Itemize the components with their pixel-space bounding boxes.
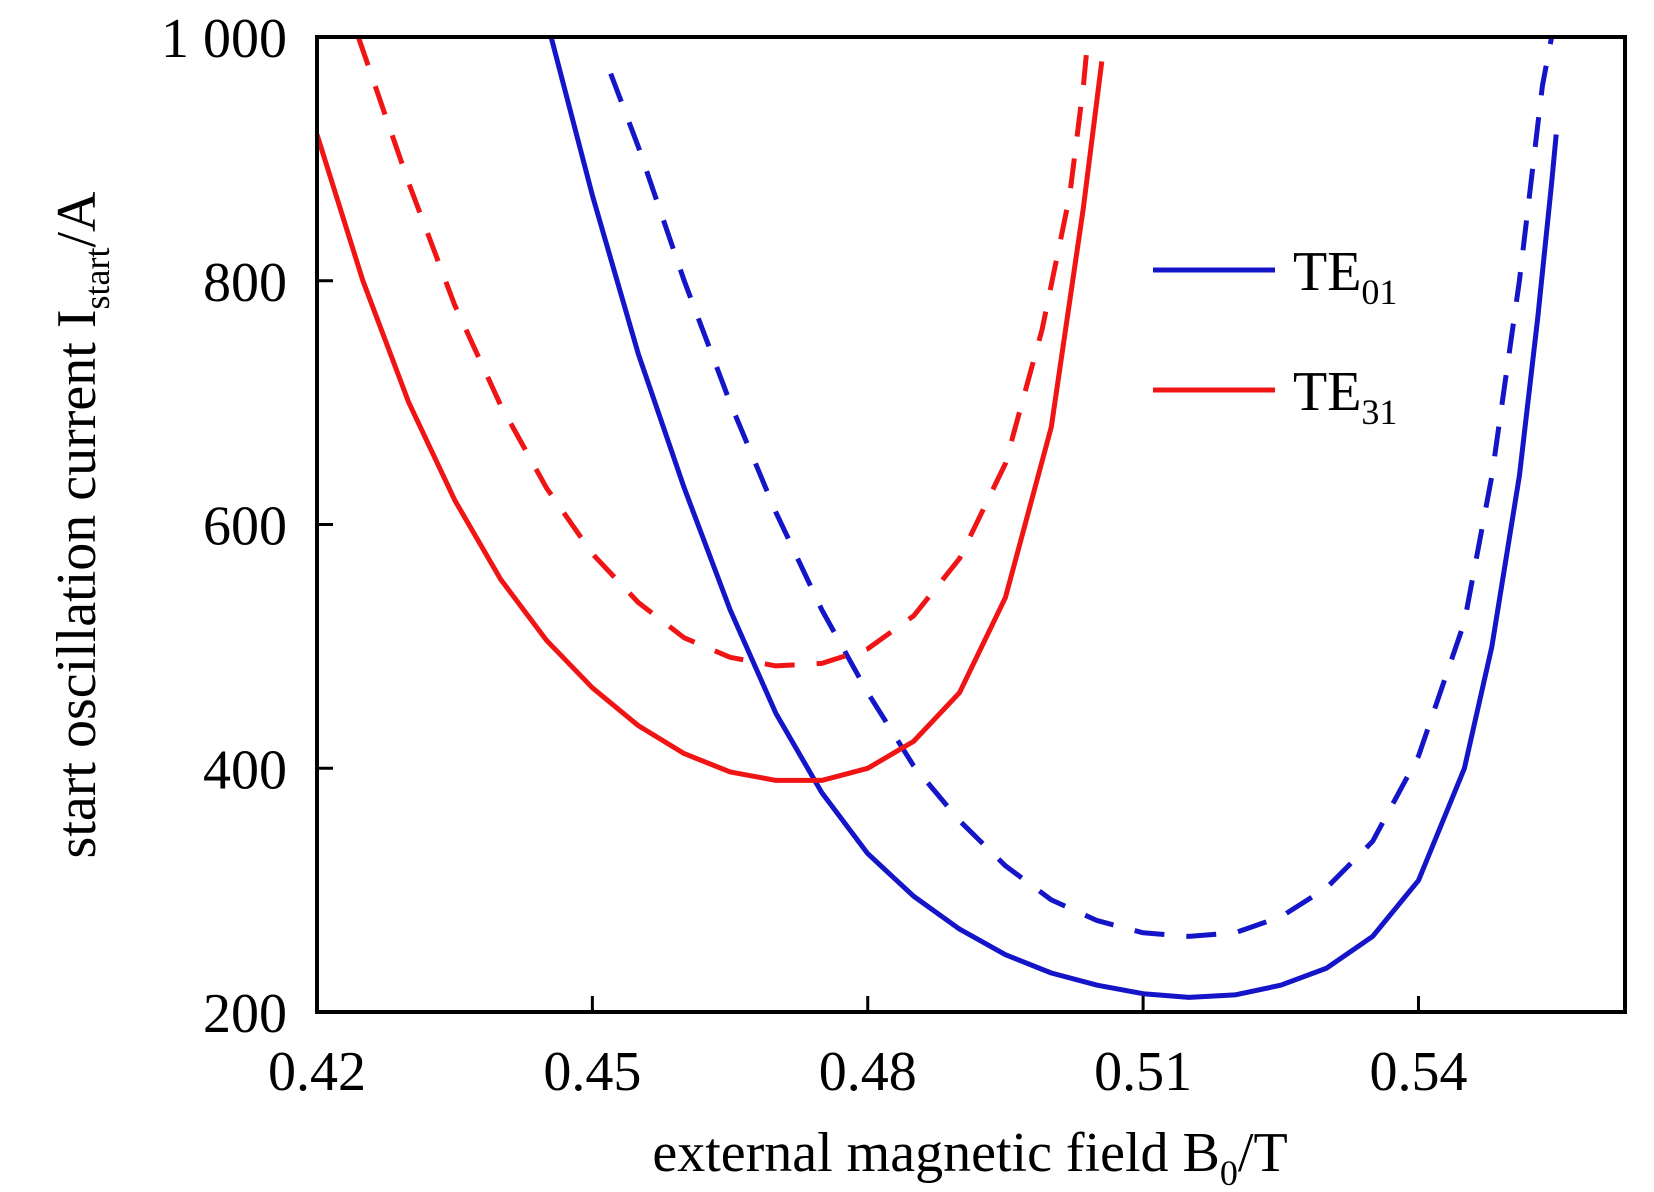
curves-layer bbox=[314, 36, 1559, 1000]
plot-frame bbox=[315, 35, 1627, 1014]
x-tick-label: 0.54 bbox=[1369, 1041, 1467, 1103]
y-tick-label: 1 000 bbox=[161, 8, 287, 70]
x-axis-title: external magnetic field B0/T bbox=[652, 1122, 1287, 1192]
series-te01-solid bbox=[548, 36, 1559, 1000]
x-tick-label: 0.51 bbox=[1094, 1041, 1192, 1103]
series-te31-solid bbox=[314, 61, 1105, 783]
x-tick-label: 0.45 bbox=[543, 1041, 641, 1103]
x-tick-label: 0.42 bbox=[268, 1041, 366, 1103]
series-te01-dashed bbox=[608, 36, 1555, 939]
legend-label-01: TE01 bbox=[1293, 241, 1397, 312]
series-te31-dashed bbox=[355, 36, 1091, 669]
y-tick-label: 200 bbox=[203, 983, 287, 1045]
y-tick-label: 600 bbox=[203, 496, 287, 558]
y-tick-label: 400 bbox=[203, 739, 287, 801]
x-tick-label: 0.48 bbox=[819, 1041, 917, 1103]
legend: TE01 TE31 bbox=[1153, 241, 1397, 432]
legend-label-31: TE31 bbox=[1293, 361, 1397, 432]
y-tick-label: 800 bbox=[203, 252, 287, 314]
ticks-layer: 0.42 0.45 0.48 0.51 0.54 200 400 600 800 1 000 bbox=[161, 8, 1467, 1103]
y-axis-title: start oscillation current Istart/A bbox=[46, 191, 117, 858]
